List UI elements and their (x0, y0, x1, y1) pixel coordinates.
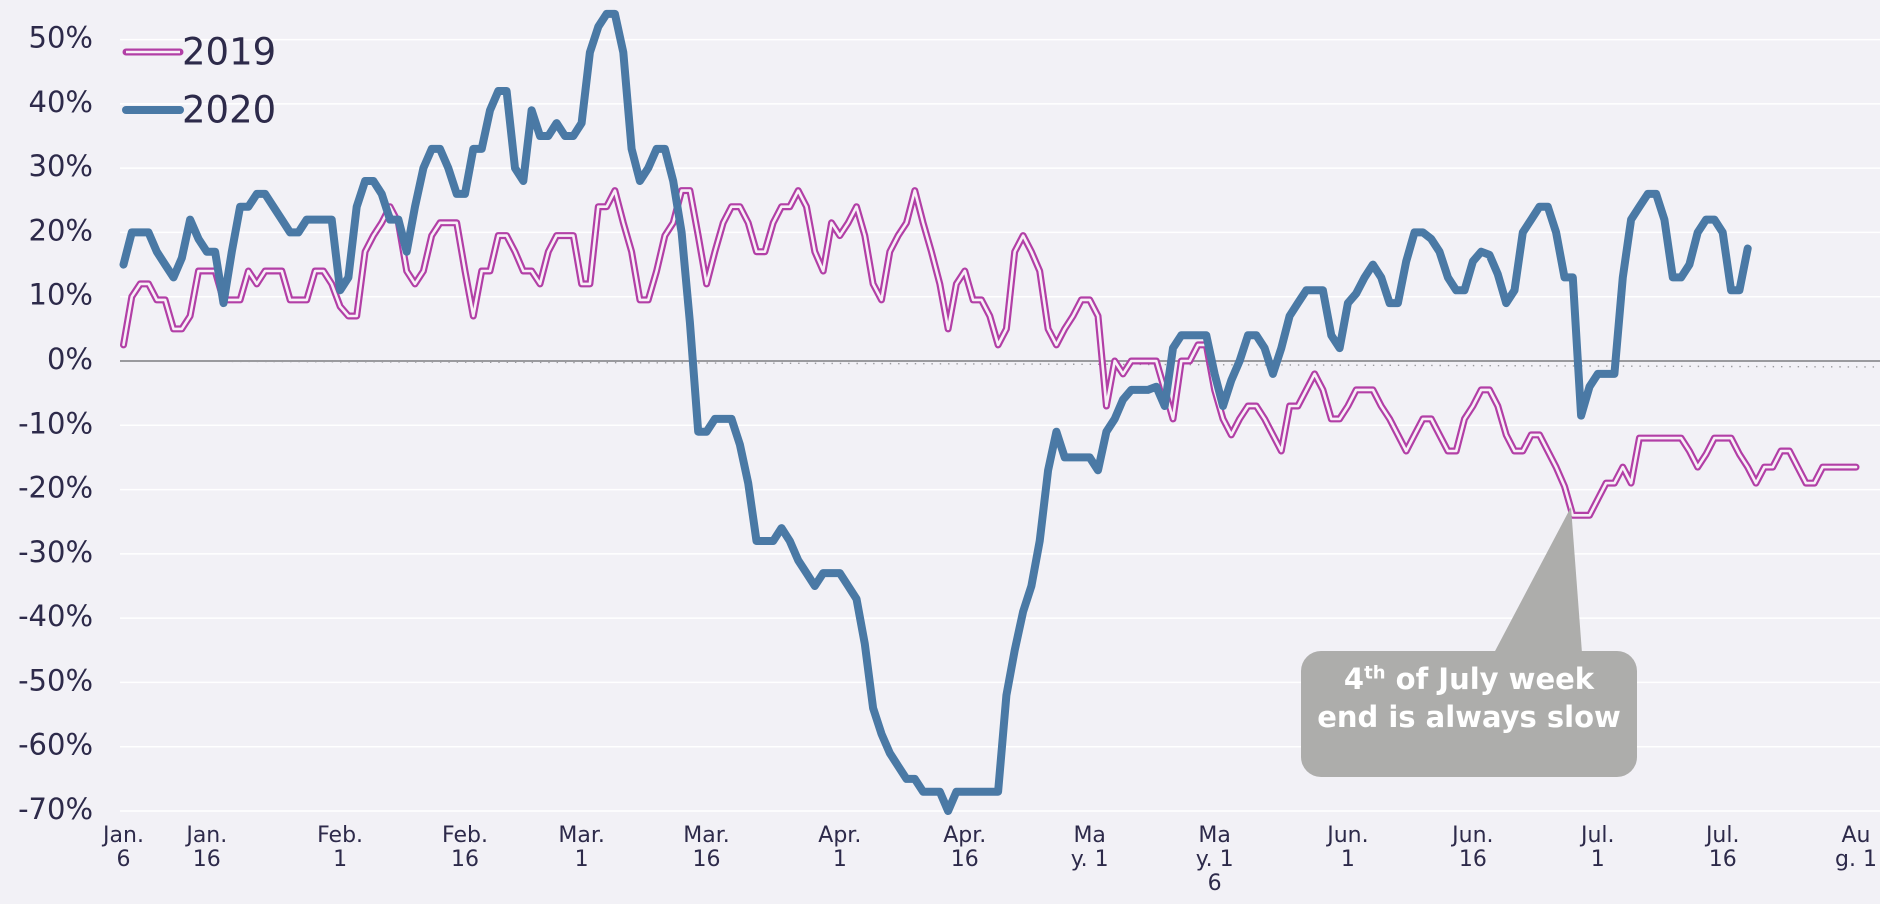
y-tick-label: 30% (29, 149, 93, 183)
x-axis-ticks (123, 360, 1880, 368)
x-tick-label: May. 1 (1070, 823, 1109, 872)
callout-box (1301, 651, 1637, 777)
y-tick-label: -20% (18, 471, 93, 505)
x-tick-label: Apr. 1 (818, 823, 862, 872)
y-tick-label: -10% (18, 406, 93, 440)
x-tick-label: Jan. 6 (103, 823, 144, 872)
callout-pointer (1494, 507, 1582, 653)
x-tick-label: Jul. 1 (1581, 823, 1615, 872)
annotation-superscript: th (1364, 662, 1386, 684)
y-tick-label: -40% (18, 599, 93, 633)
series-line (120, 187, 1860, 519)
x-tick-label: Mar. 16 (683, 823, 730, 872)
x-tick-label: Aug. 1 (1835, 823, 1877, 872)
y-tick-label: 20% (29, 213, 93, 247)
annotation: 4th of July week end is always slow (1312, 660, 1626, 736)
y-tick-label: -30% (18, 535, 93, 569)
y-tick-label: 0% (47, 342, 93, 376)
y-tick-label: 50% (29, 21, 93, 55)
y-tick-label: -50% (18, 663, 93, 697)
x-tick-label: Jul. 16 (1705, 823, 1740, 872)
x-tick-label: Apr. 16 (943, 823, 987, 872)
x-tick-label: Mar. 1 (558, 823, 605, 872)
legend-label: 2020 (182, 89, 276, 132)
series-line (119, 9, 1752, 815)
y-tick-label: 10% (29, 278, 93, 312)
y-tick-label: -70% (18, 792, 93, 826)
x-tick-label: Jun. 1 (1327, 823, 1369, 872)
x-tick-label: Jan. 16 (186, 823, 228, 872)
annotation-text: of July week end is always slow (1317, 662, 1621, 734)
x-tick-label: Feb. 16 (442, 823, 488, 872)
x-tick-label: Jun. 16 (1452, 823, 1494, 872)
y-tick-label: 40% (29, 85, 93, 119)
legend-label: 2019 (182, 31, 276, 74)
annotation-number: 4 (1343, 662, 1365, 696)
y-tick-label: -60% (18, 728, 93, 762)
x-tick-label: Feb. 1 (317, 823, 364, 872)
x-tick-label: May. 16 (1195, 823, 1234, 896)
series-line-inner (122, 189, 1858, 517)
